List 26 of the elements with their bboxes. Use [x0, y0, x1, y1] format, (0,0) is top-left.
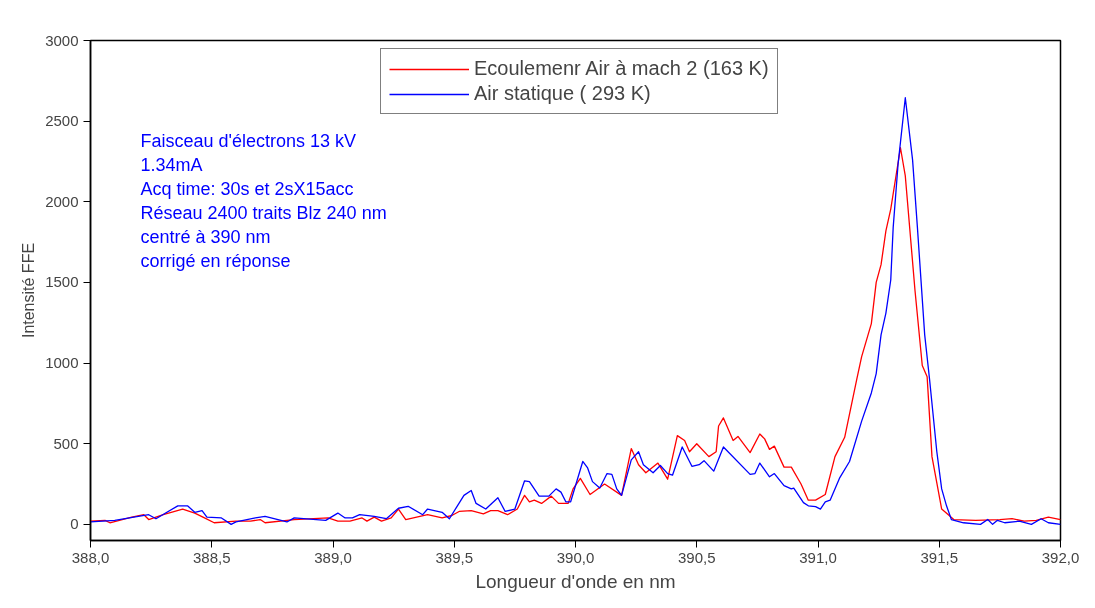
y-axis-title: Intensité FFE: [20, 242, 38, 339]
annotation: Réseau 2400 traits Blz 240 nm: [140, 202, 387, 223]
annotation: corrigé en réponse: [140, 250, 291, 271]
y-tick-label: 2500: [45, 112, 79, 130]
y-tick-label: 2000: [45, 192, 79, 210]
x-tick-label: 391,0: [799, 548, 837, 566]
annotation: Faisceau d'électrons 13 kV: [140, 130, 357, 151]
x-tick-label: 389,0: [314, 548, 352, 566]
x-tick-label: 388,0: [71, 548, 110, 566]
annotation: centré à 390 nm: [140, 226, 271, 247]
x-tick-label: 392,0: [1041, 548, 1080, 566]
x-tick-label: 388,5: [192, 548, 231, 566]
x-tick-label: 390,5: [677, 548, 716, 566]
y-tick-label: 500: [53, 434, 79, 452]
x-tick-label: 390,0: [556, 548, 595, 566]
annotation: Acq time: 30s et 2sX15acc: [140, 178, 354, 199]
y-tick-label: 3000: [45, 31, 79, 49]
x-axis-title: Longueur d'onde en nm: [475, 570, 676, 592]
x-tick-label: 389,5: [435, 548, 474, 566]
x-tick-label: 391,5: [920, 548, 959, 566]
legend-label: Ecoulemenr Air à mach 2 (163 K): [474, 57, 769, 80]
annotation: 1.34mA: [140, 154, 203, 175]
legend-label: Air statique ( 293 K): [474, 82, 651, 105]
y-tick-label: 0: [70, 515, 79, 533]
y-tick-label: 1000: [45, 354, 79, 372]
y-tick-label: 1500: [45, 273, 79, 291]
